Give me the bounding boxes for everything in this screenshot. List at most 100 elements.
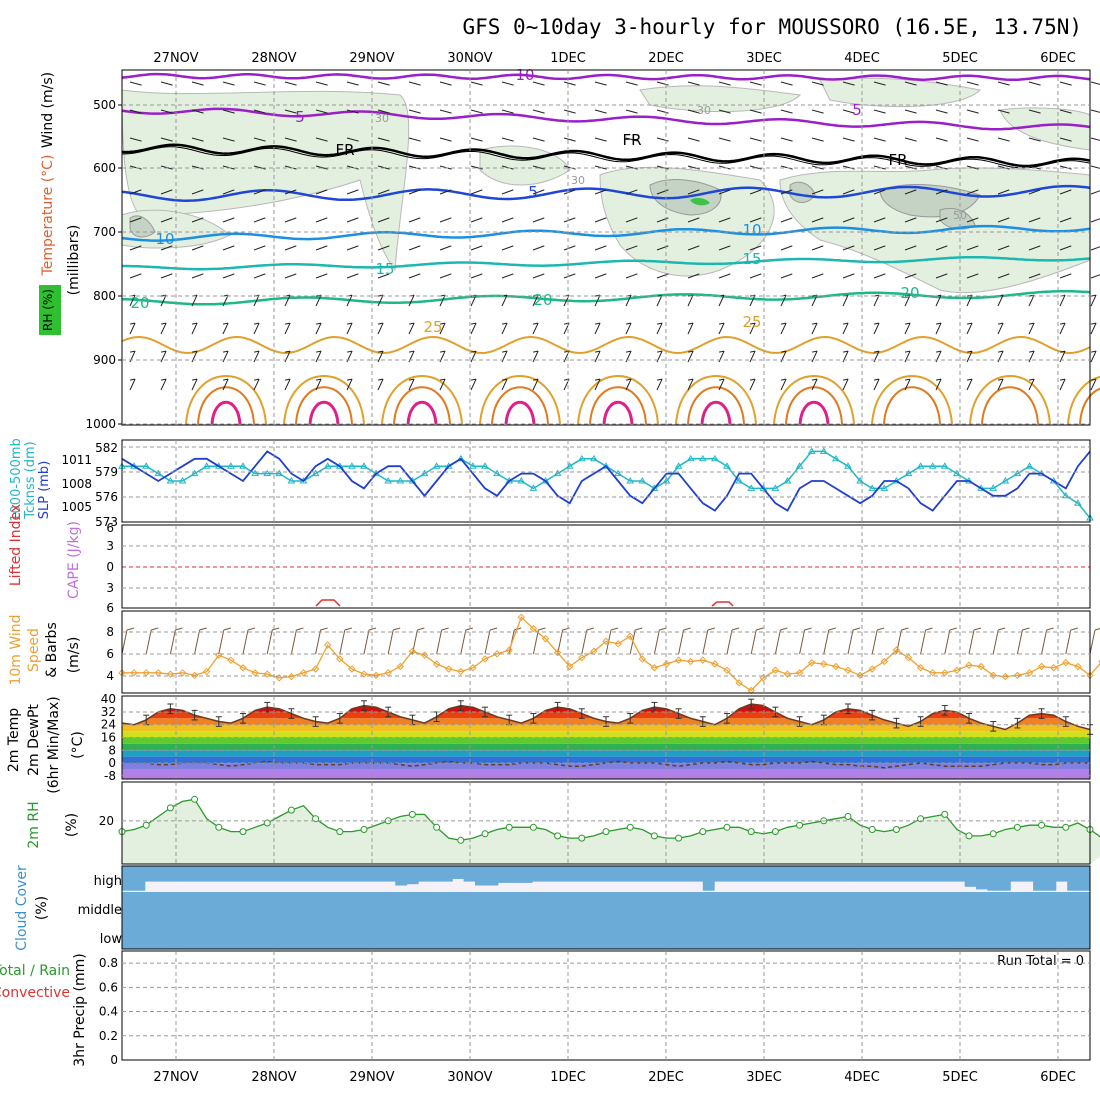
cloud-high-bar (178, 866, 191, 882)
ytick-slp: 1011 (61, 453, 92, 467)
wind-barb (935, 245, 948, 251)
ylabel-thickness-a: 1000-500mb (9, 438, 24, 522)
wind-point (457, 667, 465, 676)
wind-barb (780, 273, 793, 279)
cloud-high-bar (566, 866, 578, 882)
wind-barb-10m (823, 629, 830, 655)
wind-barb (842, 245, 855, 251)
date-label-top: 3DEC (746, 51, 782, 66)
wind-barb (718, 294, 725, 307)
wind-barb (129, 322, 136, 335)
thickness-point (227, 462, 235, 469)
wind-barb (997, 165, 1010, 170)
contour-label: 5 (528, 183, 538, 201)
wind-point (299, 669, 308, 677)
wind-barb (346, 137, 359, 142)
cloud-high-bar (543, 866, 556, 882)
wind-barb (129, 273, 142, 279)
ytick-wind: 4 (106, 669, 114, 683)
wind-barb (284, 245, 297, 251)
wind-point (1074, 662, 1082, 671)
panel-frame (121, 524, 1091, 609)
ytick-pressure: 600 (93, 161, 116, 175)
wind-barb (284, 189, 297, 195)
wind-barb-feather (1060, 378, 1066, 381)
wind-barb (563, 273, 576, 279)
cloud-high-bar (714, 866, 727, 882)
wind-barb-feather (595, 378, 601, 381)
cloud-high-bar (429, 866, 442, 882)
ylabel-thickness-b: Tcknss (dm) (23, 441, 38, 519)
wind-barb (842, 322, 849, 335)
wind-barb-feather (781, 322, 787, 325)
wind-barb (563, 109, 576, 114)
wind-barb-10m-feather (659, 627, 667, 631)
ytick-temp: 0 (108, 756, 116, 770)
thickness-point (396, 477, 405, 484)
wind-point (227, 656, 235, 664)
wind-barb (718, 378, 725, 391)
wind-barb (811, 378, 818, 391)
wind-barb-feather (1091, 378, 1097, 381)
ylabel-cloud-units: (%) (34, 896, 50, 920)
wind-barb (1028, 189, 1041, 195)
ytick-thickness: 582 (95, 441, 118, 455)
wind-barb-10m (315, 629, 322, 655)
wind-barb-feather (1060, 350, 1066, 353)
ytick-precip: 0.6 (99, 980, 118, 994)
wind-barb (594, 245, 607, 251)
date-label-bottom: 3DEC (746, 1070, 782, 1085)
wind-point (965, 661, 973, 669)
wind-barb-10m (460, 629, 467, 655)
wind-barb-feather (409, 322, 415, 325)
wind-point (396, 662, 405, 671)
date-label-top: 5DEC (942, 51, 978, 66)
wind-barb (780, 137, 793, 142)
cloud-high-bar (1067, 866, 1080, 891)
wind-barb (191, 273, 204, 279)
wind-barb (346, 81, 359, 86)
wind-point (481, 655, 489, 663)
wind-point (190, 671, 199, 680)
wind-barb (532, 137, 545, 142)
wind-barb-10m-feather (707, 627, 715, 631)
wind-barb (873, 137, 886, 142)
wind-barb-feather (285, 378, 291, 381)
cloud-high-bar (213, 866, 225, 882)
date-label-top: 27NOV (153, 51, 198, 66)
wind-barb (997, 378, 1004, 391)
wind-barb (1028, 217, 1041, 223)
wind-barb (904, 378, 911, 391)
ylabel-wind-a: 10m Wind (8, 614, 24, 685)
temp-band (122, 731, 1090, 738)
wind-barb (1090, 274, 1100, 279)
wind10m-panel: 8 6 4 10m Wind Speed & Barbs (m/s) (8, 610, 1100, 695)
cloud-high-bar (349, 866, 362, 882)
wind-point (711, 660, 719, 668)
wind-barb-feather (595, 322, 601, 325)
contour-label: FR (622, 131, 641, 149)
series-wind-speed (122, 616, 1100, 692)
wind-barb-10m-feather (998, 627, 1006, 631)
ylabel-cape: CAPE (J/kg) (66, 521, 82, 599)
wind-barb (625, 378, 632, 391)
wind-barb (253, 350, 260, 363)
thickness-point (819, 447, 828, 454)
wind-barb-feather (378, 294, 384, 297)
date-label-bottom: 30NOV (447, 1070, 492, 1085)
wind-barb (811, 217, 824, 223)
cloud-high-bar (201, 866, 214, 882)
wind-barb-10m-feather (538, 627, 546, 631)
wind-barb-feather (1029, 378, 1035, 381)
wind-barb (687, 137, 700, 142)
wind-point (650, 664, 659, 672)
wind-barb (222, 217, 235, 223)
wind-barb-10m (218, 629, 225, 655)
wind-barb (253, 273, 266, 279)
thickness-point (868, 484, 877, 491)
wind-point (1037, 662, 1046, 671)
contour-minus10 (121, 72, 1091, 82)
wind-barb (687, 189, 700, 195)
ylabel-precip: 3hr Precip (mm) (72, 953, 88, 1066)
